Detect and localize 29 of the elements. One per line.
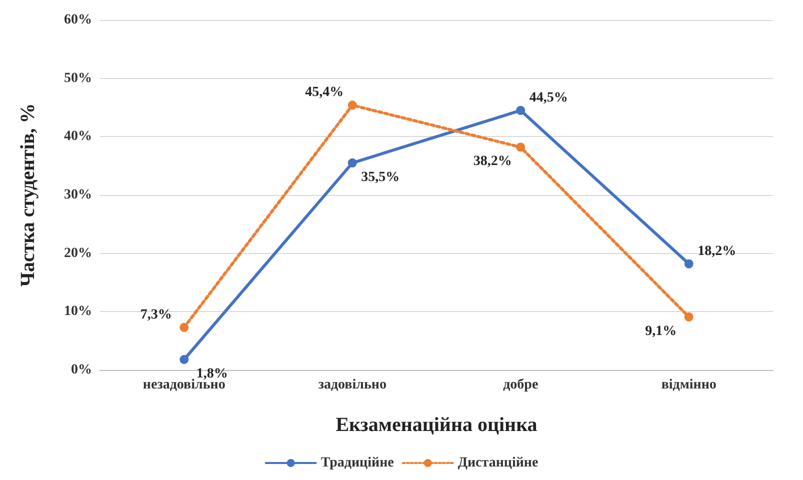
data-label: 7,3% <box>140 307 172 322</box>
y-tick-label: 50% <box>64 70 92 86</box>
x-tick-label: задовільно <box>318 378 386 392</box>
y-tick-label: 20% <box>64 246 92 261</box>
y-tick-label: 40% <box>64 129 92 144</box>
data-label: 9,1% <box>645 324 677 339</box>
legend-label: Традиційне <box>320 456 394 470</box>
point <box>180 322 189 332</box>
data-label: 45,4% <box>305 85 344 100</box>
y-tick-label: 0% <box>71 362 92 378</box>
y-tick-label: 60% <box>64 12 92 28</box>
x-tick-label: відмінно <box>661 378 716 392</box>
point <box>684 312 694 322</box>
point <box>180 355 189 364</box>
point <box>348 158 357 168</box>
legend-label: Дистанційне <box>458 456 538 470</box>
data-label: 44,5% <box>529 90 568 106</box>
point <box>516 142 526 152</box>
point <box>684 259 694 268</box>
x-tick-label: добре <box>503 378 538 392</box>
y-tick-label: 30% <box>64 188 92 202</box>
data-label: 18,2% <box>698 244 736 259</box>
y-axis-title: Частка студентів, % <box>17 103 39 287</box>
point <box>348 100 357 110</box>
data-label: 35,5% <box>361 170 400 185</box>
point <box>516 106 526 115</box>
y-tick-label: 10% <box>64 304 92 320</box>
data-label: 38,2% <box>473 154 512 170</box>
x-axis-title: Екзаменаційна оцінка <box>336 414 538 436</box>
